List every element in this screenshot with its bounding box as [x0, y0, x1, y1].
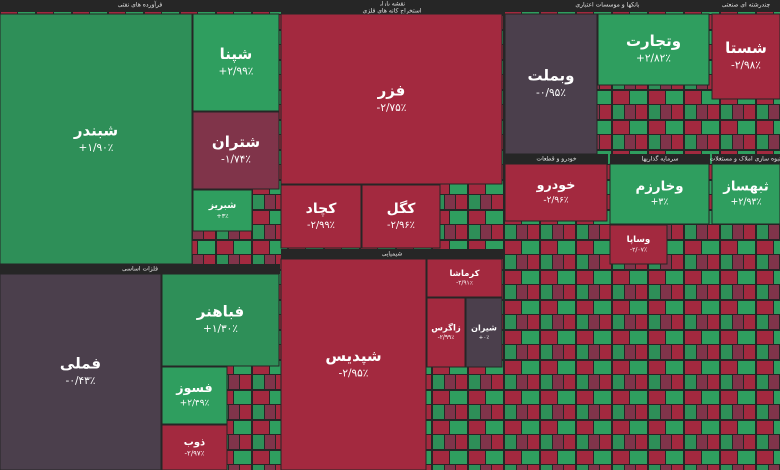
tile	[711, 163, 780, 225]
tile-name: وبملت	[527, 66, 574, 84]
tile-name: شبندر	[73, 121, 118, 139]
tile-name: ذوب	[184, 437, 205, 448]
tile-change: +۲/۴۹٪	[180, 399, 210, 409]
tile-name: شستا	[725, 39, 767, 57]
tile	[426, 297, 466, 368]
sector-header	[281, 249, 503, 259]
tile-name: فسوز	[175, 380, 212, 395]
tile-name: فملی	[60, 354, 101, 372]
tile-name: زاگرس	[431, 322, 461, 333]
tile-change: +۳٪	[651, 197, 669, 208]
tile-name: شپدیس	[325, 347, 381, 366]
sector-name: فرآورده های نفتی	[118, 0, 163, 9]
tile-change: +۲/۹۹٪	[219, 66, 254, 78]
sector-name: انبوه سازی املاک و مستغلات	[710, 155, 780, 163]
sector-header	[610, 154, 710, 164]
tile-change: -۱/۷۴٪	[221, 154, 251, 166]
sector-header	[505, 0, 710, 10]
tile	[0, 13, 193, 265]
tile	[161, 424, 228, 470]
tile-name: کگل	[387, 200, 417, 217]
tile	[504, 163, 608, 222]
tile-change: -۲/۰۷٪	[630, 247, 647, 254]
sector-header	[281, 6, 503, 16]
tile-name: شبریز	[208, 201, 236, 211]
tile-change: -۲/۹۱٪	[456, 281, 473, 287]
sector-name: سرمایه گذاریها	[641, 155, 678, 163]
tile	[192, 189, 253, 232]
tile-change: +۳٪	[216, 212, 228, 220]
tile-name: کرماشا	[449, 268, 479, 279]
tile-name: شیران	[471, 324, 497, 333]
tile	[465, 297, 503, 368]
sector-name: خودرو و قطعات	[536, 156, 576, 163]
sector-header	[712, 154, 780, 164]
tile-change: +۲/۹۳٪	[731, 197, 762, 208]
tile-name: کچاد	[306, 201, 338, 217]
tile	[609, 224, 668, 265]
sector-name: چندرشته ای صنعتی	[722, 2, 771, 9]
tile-change: -۲/۹۵٪	[339, 368, 369, 380]
tile-change: +۲/۸۲٪	[636, 53, 671, 65]
tile-change: -۲/۹۶٪	[543, 196, 568, 206]
tile-name: خودرو	[536, 177, 576, 192]
sector-header	[712, 0, 780, 10]
sector-header	[0, 264, 280, 274]
tile-change: -۲/۹۹٪	[307, 220, 335, 231]
tile-change: -۲/۷۵٪	[377, 102, 407, 114]
tile-change: -۲/۹۸٪	[731, 60, 761, 72]
tile-name: وساپا	[627, 235, 651, 245]
tile	[280, 13, 503, 185]
tile	[597, 13, 710, 86]
sector-name: بانکها و موسسات اعتباری	[575, 2, 639, 9]
tile	[280, 184, 362, 249]
tile-change: +۱/۳۰٪	[203, 323, 238, 335]
tile	[280, 258, 427, 470]
tile-change: -۲/۹۶٪	[387, 220, 415, 231]
tile-change: -۲/۹۷٪	[185, 450, 205, 458]
sector-name: استخراج کانه های فلزی	[362, 8, 421, 15]
tile-change: +۰٪	[479, 335, 490, 341]
sector-name: فلزات اساسی	[122, 266, 158, 273]
tile	[0, 273, 162, 470]
tile	[711, 13, 780, 100]
tile-name: وتجارت	[626, 32, 681, 50]
tile	[161, 366, 228, 425]
tile-name: شتران	[212, 133, 260, 151]
tile	[609, 163, 710, 225]
tile-name: شپنا	[220, 45, 253, 64]
tile	[504, 13, 598, 155]
sector-header	[505, 154, 608, 164]
tile	[426, 258, 503, 298]
tile-change: +۱/۹۰٪	[79, 142, 114, 154]
tile	[192, 13, 280, 112]
tile-name: فزر	[377, 81, 406, 99]
chart-title: نقشه بازار	[378, 1, 405, 8]
tile-name: ثبهساز	[722, 180, 768, 195]
tile	[361, 184, 441, 249]
sector-name: شیمیایی	[382, 251, 403, 258]
tile-name: وخارزم	[635, 180, 683, 195]
tile-change: -۲/۹۹٪	[438, 335, 455, 341]
tile-name: فباهنر	[196, 302, 244, 320]
tile-change: -۰/۴۳٪	[66, 375, 96, 387]
sector-header	[0, 0, 280, 10]
tile	[161, 273, 280, 367]
tile-change: -۰/۹۵٪	[536, 87, 566, 99]
tile	[192, 111, 280, 190]
